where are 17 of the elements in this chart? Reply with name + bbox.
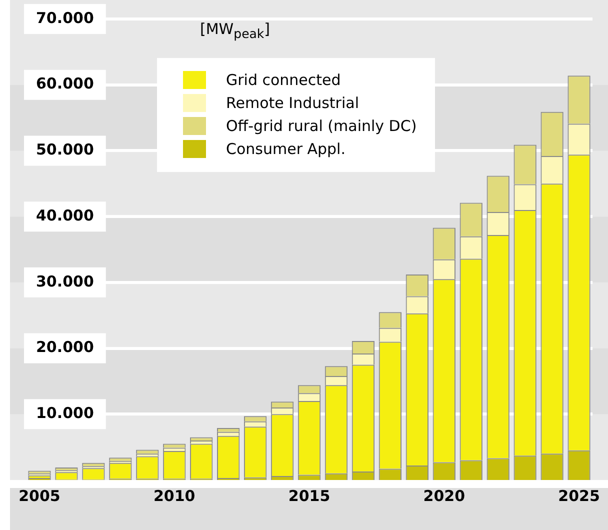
y-tick-label: 50.000 [36,140,94,159]
y-tick-label: 70.000 [36,8,94,27]
x-tick-label: 2015 [288,486,330,505]
legend-label: Remote Industrial [226,94,359,112]
y-tick-label: 20.000 [36,338,94,356]
x-tick-label: 2025 [558,486,600,505]
x-tick-label: 2020 [423,486,466,505]
y-tick-label: 40.000 [36,206,94,224]
legend-label: Grid connected [226,70,341,88]
x-tick-label: 2005 [18,486,60,505]
y-axis-title: [MW$_{peak}$] [200,20,270,41]
y-tick-label: 10.000 [36,404,94,422]
y-tick-label: 60.000 [36,74,94,93]
legend-label: Off-grid rural (mainly DC) [226,116,417,134]
x-tick-label: 2010 [154,486,196,505]
legend-label: Consumer Appl. [226,140,346,158]
y-tick-label: 30.000 [36,272,94,290]
